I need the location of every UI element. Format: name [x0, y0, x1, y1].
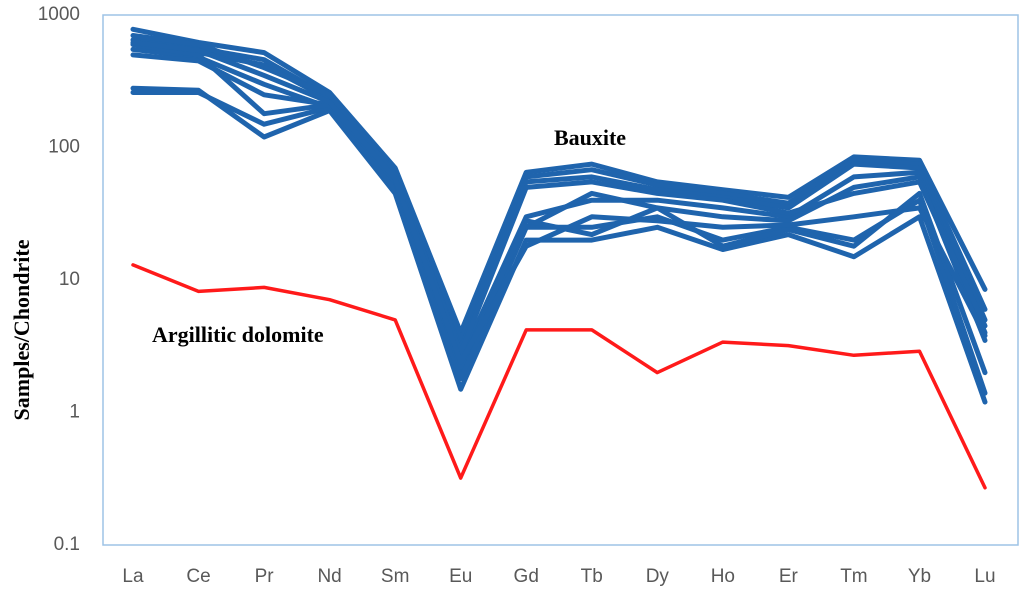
- x-tick-label: Nd: [317, 566, 341, 587]
- plot-frame: [102, 14, 1019, 546]
- y-tick-label: 0.1: [54, 534, 80, 555]
- x-tick-label: Ce: [186, 566, 210, 587]
- x-tick-label: La: [122, 566, 144, 587]
- series-line: [130, 41, 988, 376]
- series-line: [130, 41, 988, 352]
- annotation: Bauxite: [554, 125, 626, 150]
- y-tick-label: 100: [48, 137, 80, 158]
- x-tick-label: Pr: [255, 566, 275, 587]
- y-axis-title: Samples/Chondrite: [9, 239, 34, 420]
- x-tick-label: Ho: [711, 566, 735, 587]
- y-tick-label: 1: [69, 402, 80, 423]
- x-tick-label: Gd: [514, 566, 539, 587]
- x-tick-label: Lu: [974, 566, 995, 587]
- x-tick-label: Sm: [381, 566, 410, 587]
- series-line: [130, 52, 988, 376]
- x-tick-label: Eu: [449, 566, 472, 587]
- annotation: Argillitic dolomite: [152, 322, 324, 347]
- x-tick-label: Er: [779, 566, 799, 587]
- series-line: [130, 37, 988, 343]
- series-line: [130, 40, 988, 365]
- series-line: [130, 46, 988, 363]
- series-line: [130, 85, 988, 405]
- x-tick-label: Yb: [908, 566, 931, 587]
- series-line: [131, 263, 987, 490]
- x-tick-label: Tm: [840, 566, 867, 587]
- series-line: [130, 26, 988, 336]
- x-tick-label: Dy: [646, 566, 670, 587]
- y-tick-label: 1000: [38, 4, 80, 25]
- series-line: [130, 33, 988, 356]
- y-tick-label: 10: [59, 269, 80, 290]
- x-tick-label: Tb: [581, 566, 603, 587]
